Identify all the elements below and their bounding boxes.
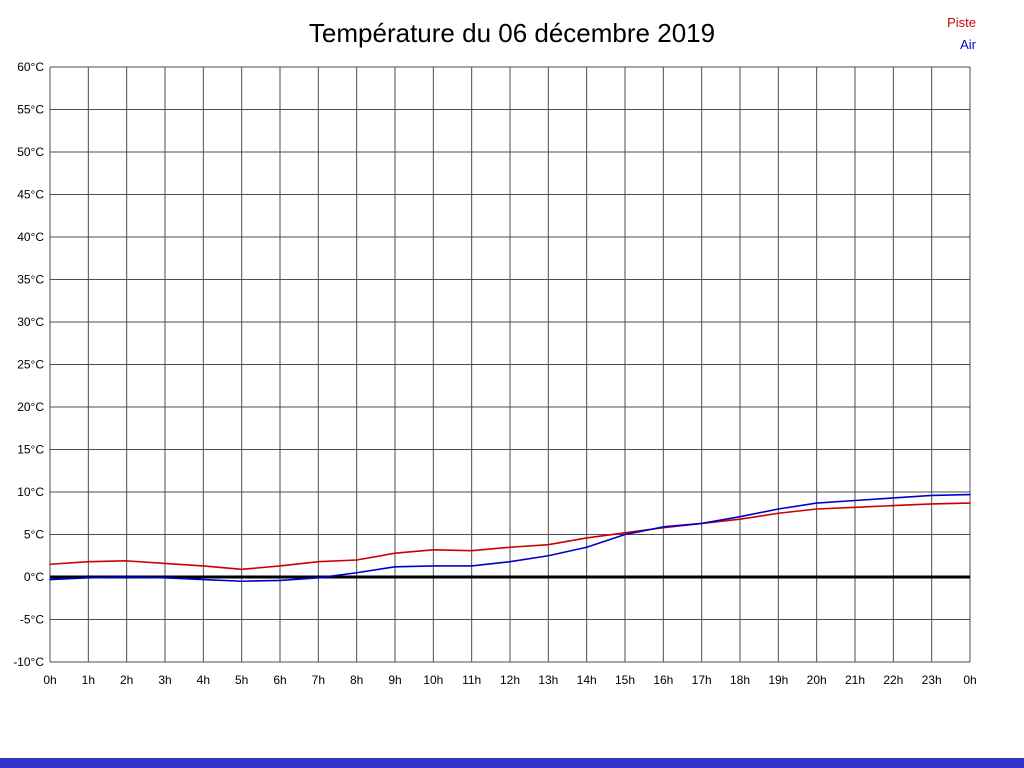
legend-air-label: Air xyxy=(960,37,976,52)
legend-piste-label: Piste xyxy=(947,15,976,30)
y-axis-tick-label: 5°C xyxy=(24,528,44,542)
x-axis-tick-label: 5h xyxy=(235,673,248,687)
y-axis-tick-label: -5°C xyxy=(20,613,44,627)
x-axis-tick-label: 17h xyxy=(692,673,712,687)
piste-temperature-line xyxy=(49,502,971,571)
x-axis-tick-label: 0h xyxy=(963,673,976,687)
x-axis-tick-label: 21h xyxy=(845,673,865,687)
chart-title: Température du 06 décembre 2019 xyxy=(308,18,716,48)
x-axis-tick-label: 23h xyxy=(922,673,942,687)
x-axis-tick-label: 4h xyxy=(197,673,210,687)
x-axis-tick-label: 1h xyxy=(82,673,95,687)
x-axis-tick-label: 16h xyxy=(653,673,673,687)
y-axis-tick-label: 35°C xyxy=(17,273,44,287)
x-axis-tick-label: 22h xyxy=(883,673,903,687)
x-axis-tick-label: 7h xyxy=(312,673,325,687)
y-axis-tick-label: 20°C xyxy=(17,400,44,414)
x-axis-tick-label: 14h xyxy=(577,673,597,687)
x-axis-tick-label: 19h xyxy=(768,673,788,687)
air-temperature-line xyxy=(49,493,971,583)
x-axis-tick-label: 12h xyxy=(500,673,520,687)
y-axis-tick-label: 30°C xyxy=(17,315,44,329)
chart-legend: Piste Air xyxy=(947,12,976,56)
bottom-bar xyxy=(0,758,1024,768)
y-axis-tick-label: 50°C xyxy=(17,145,44,159)
x-axis-tick-label: 3h xyxy=(158,673,171,687)
x-axis-tick-label: 15h xyxy=(615,673,635,687)
x-axis-tick-label: 6h xyxy=(273,673,286,687)
x-axis-tick-label: 2h xyxy=(120,673,133,687)
x-axis-tick-label: 9h xyxy=(388,673,401,687)
x-axis-tick-label: 0h xyxy=(43,673,56,687)
y-axis-tick-label: 25°C xyxy=(17,358,44,372)
y-axis-tick-label: 15°C xyxy=(17,443,44,457)
temperature-chart: 60°C 55°C 50°C 45°C 40°C 35°C 30°C 25°C 20°C 15°C… xyxy=(13,60,976,687)
x-axis-tick-label: 11h xyxy=(462,673,481,687)
y-axis-tick-label: 45°C xyxy=(17,188,44,202)
x-axis-tick-label: 13h xyxy=(538,673,558,687)
y-axis-tick-label: 10°C xyxy=(17,485,44,499)
y-axis-tick-label: 55°C xyxy=(17,103,44,117)
x-axis-tick-label: 20h xyxy=(807,673,827,687)
y-axis-tick-label: 0°C xyxy=(24,570,44,584)
x-axis-tick-label: 18h xyxy=(730,673,750,687)
y-axis-tick-label: -10°C xyxy=(13,655,44,669)
y-axis-tick-label: 60°C xyxy=(17,60,44,74)
x-axis-tick-label: 8h xyxy=(350,673,363,687)
y-axis-tick-label: 40°C xyxy=(17,230,44,244)
x-axis-tick-label: 10h xyxy=(423,673,443,687)
